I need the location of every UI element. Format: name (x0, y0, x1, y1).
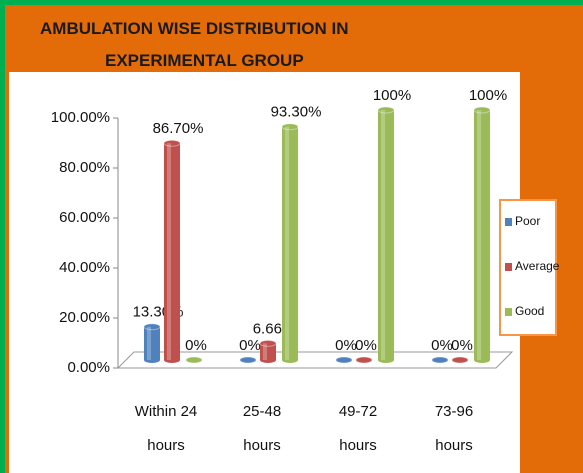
plot-panel (9, 72, 520, 473)
bar-body (474, 110, 490, 360)
bar (473, 106, 491, 363)
value-label: 0% (239, 337, 261, 354)
bar-bottom (144, 357, 160, 363)
bar-top (377, 106, 395, 114)
bar (355, 356, 373, 364)
value-label: 93.30% (271, 104, 322, 121)
x-tick-label: Within 24 hours (135, 403, 198, 454)
bar-shine (167, 143, 171, 360)
legend-swatch (505, 308, 512, 316)
bar-bottom (260, 357, 276, 363)
bar (377, 106, 395, 363)
bar-body (144, 326, 160, 360)
bar-bottom (282, 357, 298, 363)
x-tick-label: 73-96 hours (435, 403, 473, 454)
value-label: 100% (469, 87, 507, 104)
bar-bottom (378, 357, 394, 363)
bar (163, 139, 181, 363)
value-label: 0% (185, 337, 207, 354)
bar (185, 356, 203, 364)
x-tick-label: 25-48 hours (243, 403, 281, 454)
bar (259, 339, 277, 363)
bar-top (355, 356, 373, 364)
bar (431, 356, 449, 364)
y-tick-label: 40.00% (59, 259, 110, 276)
bar-shine (147, 326, 151, 360)
bar-body (378, 110, 394, 360)
legend-label: Good (515, 304, 544, 318)
bar-top (431, 356, 449, 364)
y-tick-label: 60.00% (59, 209, 110, 226)
floor (116, 351, 514, 369)
legend-label: Poor (515, 214, 540, 228)
value-label: 0% (335, 337, 357, 354)
value-label: 100% (373, 87, 411, 104)
bar-body (282, 126, 298, 360)
bar-shine (381, 110, 385, 360)
y-tick-label: 20.00% (59, 309, 110, 326)
bar-top (185, 356, 203, 364)
bar (239, 356, 257, 364)
bar-shine (477, 110, 481, 360)
value-label: 86.70% (153, 120, 204, 137)
legend-swatch (505, 218, 512, 226)
bar-bottom (164, 357, 180, 363)
bar-top (335, 356, 353, 364)
legend-label: Average (515, 259, 560, 273)
bar (335, 356, 353, 364)
bar (281, 123, 299, 363)
chart-title: AMBULATION WISE DISTRIBUTION IN EXPERIMEN… (40, 19, 349, 70)
legend-swatch (505, 263, 512, 271)
bar-body (164, 143, 180, 360)
bar-top (163, 139, 181, 147)
bar-bottom (474, 357, 490, 363)
y-tick-label: 0.00% (67, 359, 110, 376)
y-tick-label: 100.00% (51, 109, 110, 126)
bar (143, 323, 161, 363)
bar-top (143, 323, 161, 331)
bar-top (451, 356, 469, 364)
value-label: 0% (431, 337, 453, 354)
bar-top (473, 106, 491, 114)
value-label: 0% (451, 337, 473, 354)
bar-shine (263, 343, 267, 360)
value-label: 0% (355, 337, 377, 354)
bar-top (239, 356, 257, 364)
bar-top (259, 339, 277, 347)
y-tick-label: 80.00% (59, 159, 110, 176)
bar-body (260, 343, 276, 360)
bar (451, 356, 469, 364)
bar-top (281, 123, 299, 131)
bar-shine (285, 126, 289, 360)
x-tick-label: 49-72 hours (339, 403, 377, 454)
